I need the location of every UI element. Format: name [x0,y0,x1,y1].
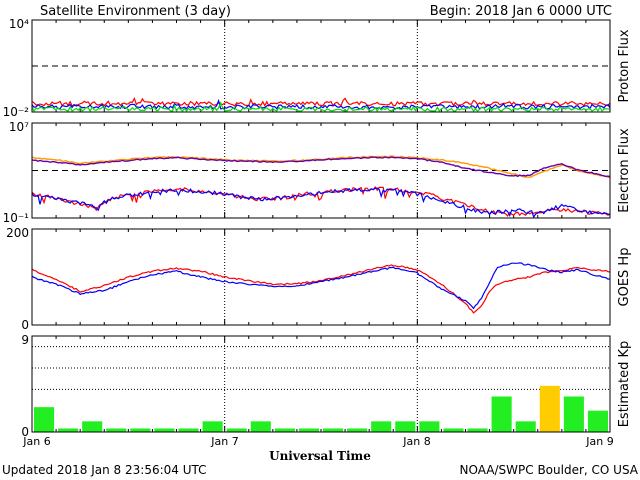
kp-bar [515,421,536,432]
source-credit: NOAA/SWPC Boulder, CO USA [460,463,639,477]
kp-bar [587,410,608,432]
panel-goes-hp: 200 0 GOES Hp [6,226,632,332]
y-tick-label: 9 [21,333,29,347]
kp-bar [298,428,319,432]
kp-bar [82,421,103,432]
y-tick-label: 0 [21,318,29,332]
kp-bar [58,428,79,432]
chart-title: Satellite Environment (3 day) [40,4,231,19]
y-tick-label: 0 [21,425,29,439]
panel-estimated-kp: 9 0 Estimated Kp [21,333,632,439]
plot-frame [31,228,611,326]
kp-bar [130,428,151,432]
series-line-red [31,97,611,107]
plot-frame [31,335,611,433]
y-tick-label: 10⁷ [9,120,29,134]
kp-bar [467,428,488,432]
panel-proton-flux: 10⁴ 10⁻² Proton Flux [3,17,632,119]
x-tick-label: Jan 8 [402,435,430,448]
series-line-blue [31,187,611,219]
y-tick-label: 10⁻² [3,105,30,119]
begin-time: Begin: 2018 Jan 6 0000 UTC [430,4,612,19]
series-line-blue [31,98,611,110]
kp-bar [491,396,512,432]
kp-bar [443,428,464,432]
plot-frame [31,122,611,219]
kp-bar [34,407,55,432]
kp-bar [274,428,295,432]
y-tick-label: 200 [6,226,29,240]
series-line-blue [31,262,611,310]
x-axis-label: Universal Time [269,449,371,463]
x-tick-label: Jan 7 [210,435,238,448]
x-tick-label: Jan 6 [22,435,50,448]
kp-bar [226,428,247,432]
plot-area [32,229,610,325]
kp-bar [202,421,223,432]
x-tick-label: Jan 9 [585,435,613,448]
kp-bar [563,396,584,432]
kp-bar [419,421,440,432]
kp-bar [106,428,127,432]
y-axis-label: Electron Flux [617,128,632,213]
y-tick-label: 10⁻¹ [3,211,30,225]
y-axis-label: GOES Hp [617,248,632,307]
updated-timestamp: Updated 2018 Jan 8 23:56:04 UTC [2,463,207,477]
panel-electron-flux: 10⁷ 10⁻¹ Electron Flux [3,120,632,225]
y-axis-label: Proton Flux [617,29,632,102]
series-line-green [31,101,611,113]
series-line-red [31,264,611,314]
plot-area [32,336,610,432]
kp-bar [395,421,416,432]
series-line-purple [31,156,611,178]
y-axis-label: Estimated Kp [617,341,632,428]
kp-bar [154,428,175,432]
kp-bar [347,428,368,432]
kp-bar [371,421,392,432]
kp-bar [250,421,271,432]
kp-bar [323,428,344,432]
plot-frame [31,19,611,113]
kp-bar [539,385,560,432]
kp-bar [178,428,199,432]
y-tick-label: 10⁴ [9,17,29,31]
